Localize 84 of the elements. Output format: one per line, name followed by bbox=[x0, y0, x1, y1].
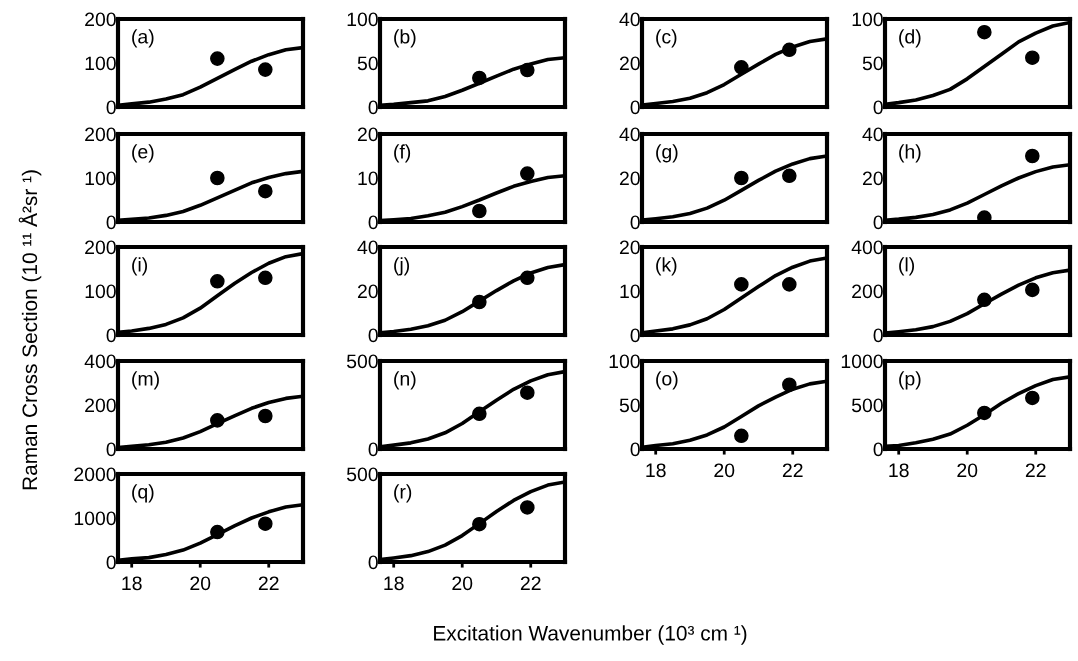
annotation: (g) bbox=[656, 144, 678, 163]
annotation: (r) bbox=[394, 484, 412, 503]
y-tick-label: 50 bbox=[862, 56, 883, 71]
annotation: (m) bbox=[132, 371, 159, 390]
y-tick-label: 10 bbox=[358, 171, 378, 186]
x-tick-label: 18 bbox=[122, 576, 142, 591]
y-tick-label: 0 bbox=[873, 328, 883, 343]
y-tick-label: 100 bbox=[85, 56, 116, 71]
annotation: (c) bbox=[656, 29, 677, 48]
annotation: (d) bbox=[899, 29, 921, 48]
y-tick-label: 40 bbox=[357, 240, 378, 255]
y-tick-label: 100 bbox=[85, 171, 116, 186]
y-tick-label: 400 bbox=[84, 354, 116, 369]
y-tick-label: 10 bbox=[620, 284, 640, 299]
annotation: (a) bbox=[132, 29, 154, 48]
y-tick-label: 50 bbox=[357, 56, 378, 71]
y-tick-label: 1000 bbox=[841, 354, 883, 369]
y-tick-label: 0 bbox=[630, 100, 640, 115]
y-tick-label: 200 bbox=[85, 127, 116, 142]
y-tick-label: 200 bbox=[852, 284, 883, 299]
y-tick-label: 40 bbox=[619, 127, 640, 142]
annotation: (i) bbox=[132, 257, 148, 276]
y-axis-title: Raman Cross Section (10 ¹¹ Å²sr ¹) bbox=[18, 170, 42, 490]
x-tick-label: 22 bbox=[520, 576, 541, 590]
y-tick-label: 200 bbox=[85, 398, 116, 413]
y-tick-label: 500 bbox=[851, 398, 883, 413]
annotation: (j) bbox=[394, 257, 410, 276]
y-tick-label: 100 bbox=[852, 12, 883, 27]
y-tick-label: 100 bbox=[609, 354, 640, 369]
y-tick-label: 20 bbox=[619, 240, 640, 255]
x-tick-label: 22 bbox=[782, 463, 803, 477]
x-tick-label: 22 bbox=[1025, 463, 1046, 477]
annotation: (f) bbox=[394, 144, 411, 163]
x-tick-label: 22 bbox=[258, 576, 279, 590]
y-tick-label: 0 bbox=[368, 442, 378, 457]
y-tick-label: 200 bbox=[85, 240, 116, 255]
y-tick-label: 20 bbox=[357, 284, 378, 299]
y-tick-label: 500 bbox=[346, 354, 378, 369]
y-tick-label: 0 bbox=[368, 215, 378, 230]
y-tick-label: 0 bbox=[873, 215, 883, 230]
y-tick-label: 400 bbox=[851, 240, 883, 255]
y-tick-label: 0 bbox=[106, 442, 116, 457]
y-tick-label: 0 bbox=[873, 100, 883, 115]
x-tick-label: 20 bbox=[190, 576, 211, 591]
y-tick-label: 50 bbox=[619, 398, 640, 413]
x-tick-label: 20 bbox=[957, 463, 978, 478]
annotation: (q) bbox=[132, 484, 154, 503]
y-tick-label: 0 bbox=[106, 215, 116, 230]
x-axis-title: Excitation Wavenumber (10³ cm ¹) bbox=[434, 625, 747, 645]
x-tick-label: 20 bbox=[714, 463, 735, 478]
x-tick-label: 18 bbox=[646, 463, 666, 478]
y-tick-label: 20 bbox=[862, 171, 883, 186]
y-tick-label: 40 bbox=[619, 12, 640, 27]
x-tick-label: 18 bbox=[889, 463, 909, 478]
x-tick-label: 18 bbox=[384, 576, 404, 591]
y-tick-label: 500 bbox=[346, 467, 378, 482]
y-tick-label: 0 bbox=[368, 328, 378, 343]
y-tick-label: 0 bbox=[368, 100, 378, 115]
y-tick-label: 100 bbox=[347, 12, 378, 27]
annotation: (b) bbox=[394, 29, 416, 48]
y-tick-label: 0 bbox=[106, 328, 116, 343]
y-tick-label: 0 bbox=[106, 555, 116, 570]
y-tick-label: 20 bbox=[619, 56, 640, 71]
annotation: (p) bbox=[899, 371, 921, 390]
y-tick-label: 1000 bbox=[74, 511, 116, 526]
y-tick-label: 0 bbox=[630, 215, 640, 230]
y-tick-label: 0 bbox=[630, 328, 640, 343]
annotation: (l) bbox=[899, 257, 915, 276]
x-tick-label: 20 bbox=[452, 576, 473, 591]
annotation: (h) bbox=[899, 144, 921, 163]
y-tick-label: 200 bbox=[85, 12, 116, 27]
annotation: (e) bbox=[132, 144, 154, 163]
y-tick-label: 20 bbox=[357, 127, 378, 142]
y-tick-label: 2000 bbox=[74, 467, 116, 482]
annotation: (o) bbox=[656, 371, 678, 390]
y-tick-label: 0 bbox=[106, 100, 116, 115]
y-tick-label: 0 bbox=[630, 442, 640, 457]
annotation: (k) bbox=[656, 257, 677, 276]
y-tick-label: 40 bbox=[862, 127, 883, 142]
y-tick-label: 0 bbox=[873, 442, 883, 457]
y-tick-label: 20 bbox=[619, 171, 640, 186]
y-tick-label: 0 bbox=[368, 555, 378, 570]
annotation: (n) bbox=[394, 371, 416, 390]
y-tick-label: 100 bbox=[85, 284, 116, 299]
